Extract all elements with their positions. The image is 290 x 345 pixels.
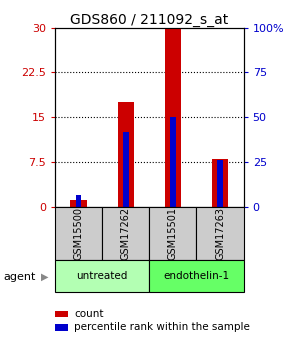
Text: percentile rank within the sample: percentile rank within the sample <box>74 323 250 332</box>
Bar <box>149 260 244 292</box>
Bar <box>102 207 149 260</box>
Text: GSM15501: GSM15501 <box>168 207 178 260</box>
Bar <box>70 200 87 207</box>
Text: untreated: untreated <box>77 271 128 281</box>
Bar <box>149 207 197 260</box>
Bar <box>212 159 228 207</box>
Text: count: count <box>74 309 104 318</box>
Bar <box>55 207 102 260</box>
Text: GSM17263: GSM17263 <box>215 207 225 260</box>
Text: agent: agent <box>3 272 35 282</box>
Text: GSM15500: GSM15500 <box>74 207 84 260</box>
Text: endothelin-1: endothelin-1 <box>163 271 230 281</box>
Bar <box>217 160 223 207</box>
Bar <box>123 132 129 207</box>
Text: ▶: ▶ <box>41 272 49 282</box>
Bar <box>165 28 181 207</box>
Text: GSM17262: GSM17262 <box>121 207 131 260</box>
Title: GDS860 / 211092_s_at: GDS860 / 211092_s_at <box>70 12 229 27</box>
Bar <box>117 102 134 207</box>
Bar <box>197 207 244 260</box>
Bar <box>170 117 176 207</box>
Bar <box>55 260 149 292</box>
Bar <box>76 195 81 207</box>
